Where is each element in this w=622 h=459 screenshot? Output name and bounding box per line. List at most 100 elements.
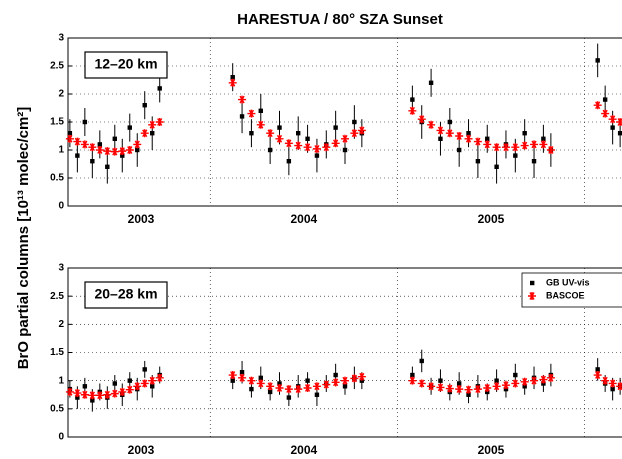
data-point <box>258 108 263 113</box>
data-point <box>522 384 527 389</box>
data-point <box>150 384 155 389</box>
data-point <box>445 129 454 138</box>
legend-label: BASCOE <box>546 290 585 300</box>
data-point <box>492 382 501 391</box>
data-point <box>408 376 417 385</box>
data-point <box>492 143 501 152</box>
data-point <box>522 131 527 136</box>
data-point <box>312 382 321 391</box>
data-point <box>511 379 520 388</box>
data-point <box>112 136 117 141</box>
data-point <box>80 390 89 399</box>
data-point <box>417 115 426 124</box>
y-tick-label: 1 <box>58 145 64 156</box>
panel-label-box <box>84 281 168 309</box>
data-point <box>256 379 265 388</box>
data-point <box>88 143 97 152</box>
data-point <box>90 398 95 403</box>
panel-label: 20–28 km <box>94 286 157 302</box>
legend-label: GB UV-vis <box>546 277 590 287</box>
data-point <box>239 370 245 375</box>
data-point <box>531 159 537 164</box>
data-point <box>546 373 555 382</box>
data-point <box>616 382 622 391</box>
data-point <box>520 377 529 386</box>
data-point <box>127 378 132 383</box>
data-point <box>284 139 293 148</box>
data-point <box>333 372 338 378</box>
data-point <box>331 139 340 148</box>
data-point <box>125 146 134 154</box>
data-point <box>445 384 454 393</box>
data-point <box>155 373 164 382</box>
data-point <box>133 140 142 149</box>
data-point <box>110 389 119 398</box>
y-axis-label: BrO partial columns [10¹³ molec/cm²] <box>15 107 32 370</box>
data-point <box>277 125 282 130</box>
data-point <box>148 376 157 385</box>
data-point <box>148 120 157 129</box>
data-point <box>601 376 610 385</box>
data-point <box>140 379 149 388</box>
data-point <box>256 120 265 129</box>
data-point <box>501 143 510 152</box>
data-point <box>249 386 254 392</box>
data-point <box>112 381 117 386</box>
data-point <box>247 376 256 385</box>
data-point <box>357 126 366 135</box>
data-point <box>230 75 235 80</box>
data-point <box>95 391 104 400</box>
data-point <box>601 109 610 118</box>
data-point <box>546 146 555 154</box>
data-point <box>312 144 321 153</box>
data-point <box>67 131 73 136</box>
data-point <box>602 97 608 102</box>
data-point <box>305 136 310 141</box>
data-point <box>341 134 349 143</box>
data-point <box>466 131 471 136</box>
data-point <box>341 376 349 385</box>
data-point <box>277 381 282 386</box>
y-tick-label: 2.5 <box>50 61 64 72</box>
data-point <box>75 153 80 158</box>
data-point <box>286 395 292 400</box>
data-point <box>417 379 426 388</box>
data-point <box>438 136 443 141</box>
chart-title: HARESTUA / 80° SZA Sunset <box>237 11 443 28</box>
data-point <box>88 391 97 400</box>
data-point <box>82 119 88 125</box>
data-point <box>427 382 436 391</box>
data-point <box>97 142 103 147</box>
data-point <box>80 140 89 149</box>
data-point <box>520 141 529 150</box>
data-point <box>473 385 482 394</box>
data-point <box>127 125 132 130</box>
data-point <box>331 378 340 387</box>
data-point <box>513 153 518 158</box>
data-point <box>539 375 548 384</box>
data-point <box>436 126 445 135</box>
data-point <box>428 80 434 85</box>
data-point <box>541 136 546 141</box>
data-point <box>73 389 82 398</box>
data-point <box>530 140 539 149</box>
data-point <box>456 381 462 386</box>
data-point <box>275 383 284 392</box>
data-point <box>258 375 263 381</box>
data-point <box>294 141 303 150</box>
plot-frame <box>67 37 622 207</box>
data-point <box>110 147 119 156</box>
data-point <box>456 147 462 153</box>
data-point <box>314 153 320 158</box>
data-point <box>593 371 602 380</box>
data-point <box>303 383 312 392</box>
data-point <box>305 378 310 383</box>
data-point <box>118 147 127 156</box>
data-point <box>239 114 245 119</box>
data-point <box>511 143 520 152</box>
data-point <box>608 115 617 124</box>
data-point <box>118 387 127 396</box>
data-point <box>595 58 600 63</box>
data-point <box>447 119 453 125</box>
data-point <box>494 164 499 169</box>
